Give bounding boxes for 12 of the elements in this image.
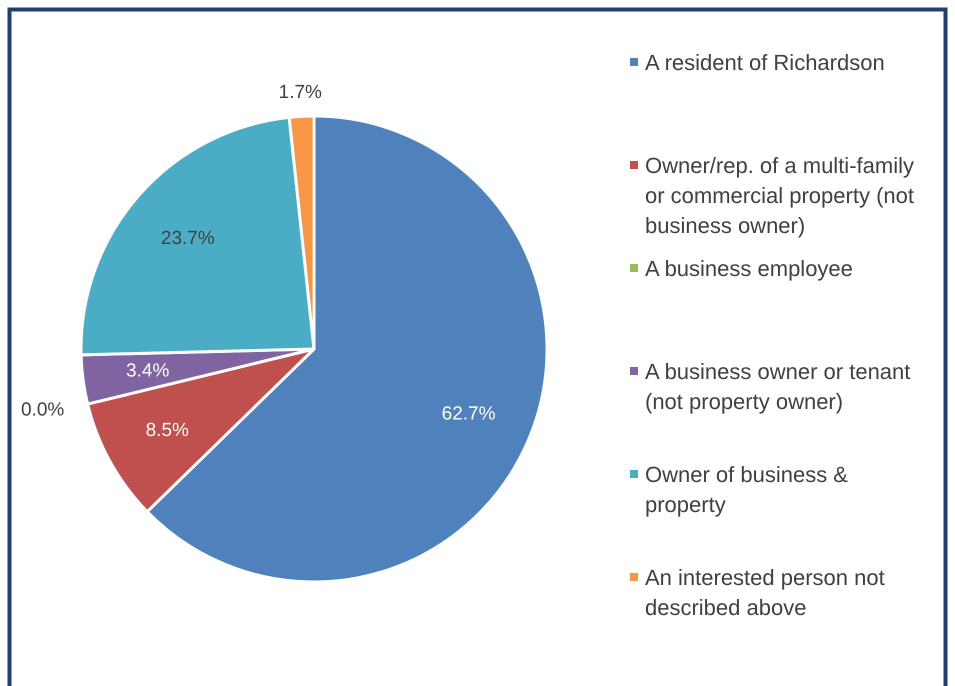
- legend-label: A business employee: [645, 256, 853, 280]
- legend-label: A business owner or tenant (not property owner): [645, 358, 910, 414]
- legend-label: A resident of Richardson: [645, 50, 885, 74]
- data-label: 1.7%: [278, 82, 322, 103]
- data-label: 62.7%: [442, 404, 496, 425]
- data-label: 8.5%: [146, 420, 189, 441]
- data-label: 23.7%: [160, 228, 215, 249]
- text: 0.0%: [20, 399, 64, 420]
- legend-label: An interested person not described above: [645, 564, 885, 620]
- data-label: 3.4%: [126, 360, 170, 382]
- legend-label: Owner of business & property: [645, 462, 848, 516]
- legend-label: Owner/rep. of a multi-family or commercial property (not business owner): [645, 152, 914, 238]
